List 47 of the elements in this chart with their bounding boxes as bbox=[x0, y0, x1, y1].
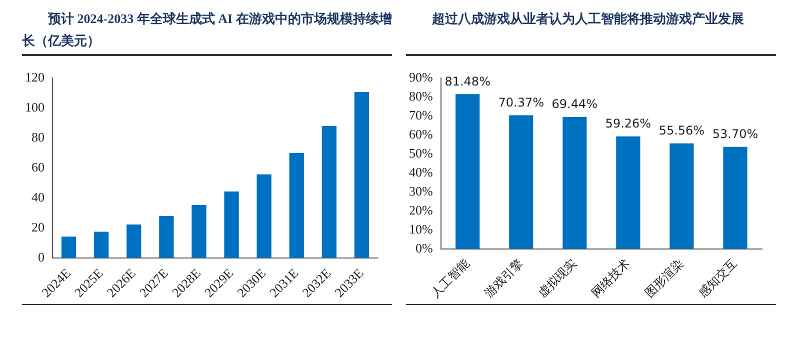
bar bbox=[94, 232, 109, 258]
y-tick-label: 80% bbox=[408, 88, 433, 104]
x-tick-label: 虚拟现实 bbox=[535, 256, 579, 300]
data-label: 81.48% bbox=[444, 74, 490, 88]
y-tick-label: 120 bbox=[25, 69, 44, 84]
x-tick-label: 游戏引擎 bbox=[482, 256, 526, 300]
bar bbox=[670, 143, 694, 249]
bar bbox=[289, 152, 304, 258]
x-tick-label: 感知交互 bbox=[696, 256, 740, 300]
bar bbox=[456, 94, 480, 249]
bar bbox=[354, 92, 370, 258]
data-label: 70.37% bbox=[498, 95, 544, 110]
y-tick-label: 20% bbox=[408, 202, 433, 218]
y-tick-label: 30% bbox=[408, 183, 433, 198]
y-tick-label: 70% bbox=[408, 107, 433, 122]
y-tick-label: 100 bbox=[25, 99, 44, 114]
data-label: 53.70% bbox=[712, 127, 758, 142]
y-tick-label: 40% bbox=[408, 164, 433, 180]
y-tick-label: 60 bbox=[32, 159, 44, 174]
bar bbox=[126, 224, 142, 258]
y-tick-label: 10% bbox=[408, 221, 433, 236]
chart-title: 超过八成游戏从业者认为人工智能将推动游戏产业发展 bbox=[431, 10, 745, 28]
bar bbox=[192, 205, 206, 258]
bar bbox=[61, 236, 76, 258]
bar bbox=[723, 146, 748, 249]
bar bbox=[509, 115, 534, 249]
data-label: 69.44% bbox=[552, 97, 598, 112]
y-tick-label: 80 bbox=[32, 129, 44, 144]
bar bbox=[159, 216, 174, 258]
y-tick-label: 20 bbox=[32, 219, 44, 234]
bar bbox=[256, 174, 272, 258]
y-tick-label: 60% bbox=[408, 126, 433, 142]
data-label: 59.26% bbox=[605, 116, 652, 130]
x-tick-label: 图形渲染 bbox=[642, 256, 686, 300]
bar bbox=[562, 117, 587, 249]
y-tick-label: 0 bbox=[38, 249, 44, 264]
y-tick-label: 50% bbox=[408, 145, 433, 160]
y-tick-label: 0% bbox=[415, 240, 433, 256]
chart-title: 预计 2024-2033 年全球生成式 AI 在游戏中的市场规模持续增长（亿美元） bbox=[22, 10, 392, 50]
y-tick-label: 90% bbox=[408, 69, 433, 84]
bar bbox=[224, 192, 239, 258]
x-tick-label: 网络技术 bbox=[588, 256, 633, 300]
data-label: 55.56% bbox=[658, 124, 705, 138]
y-tick-label: 40 bbox=[32, 189, 44, 204]
bar bbox=[616, 136, 640, 249]
bar bbox=[322, 126, 336, 258]
x-tick-label: 人工智能 bbox=[428, 256, 472, 300]
